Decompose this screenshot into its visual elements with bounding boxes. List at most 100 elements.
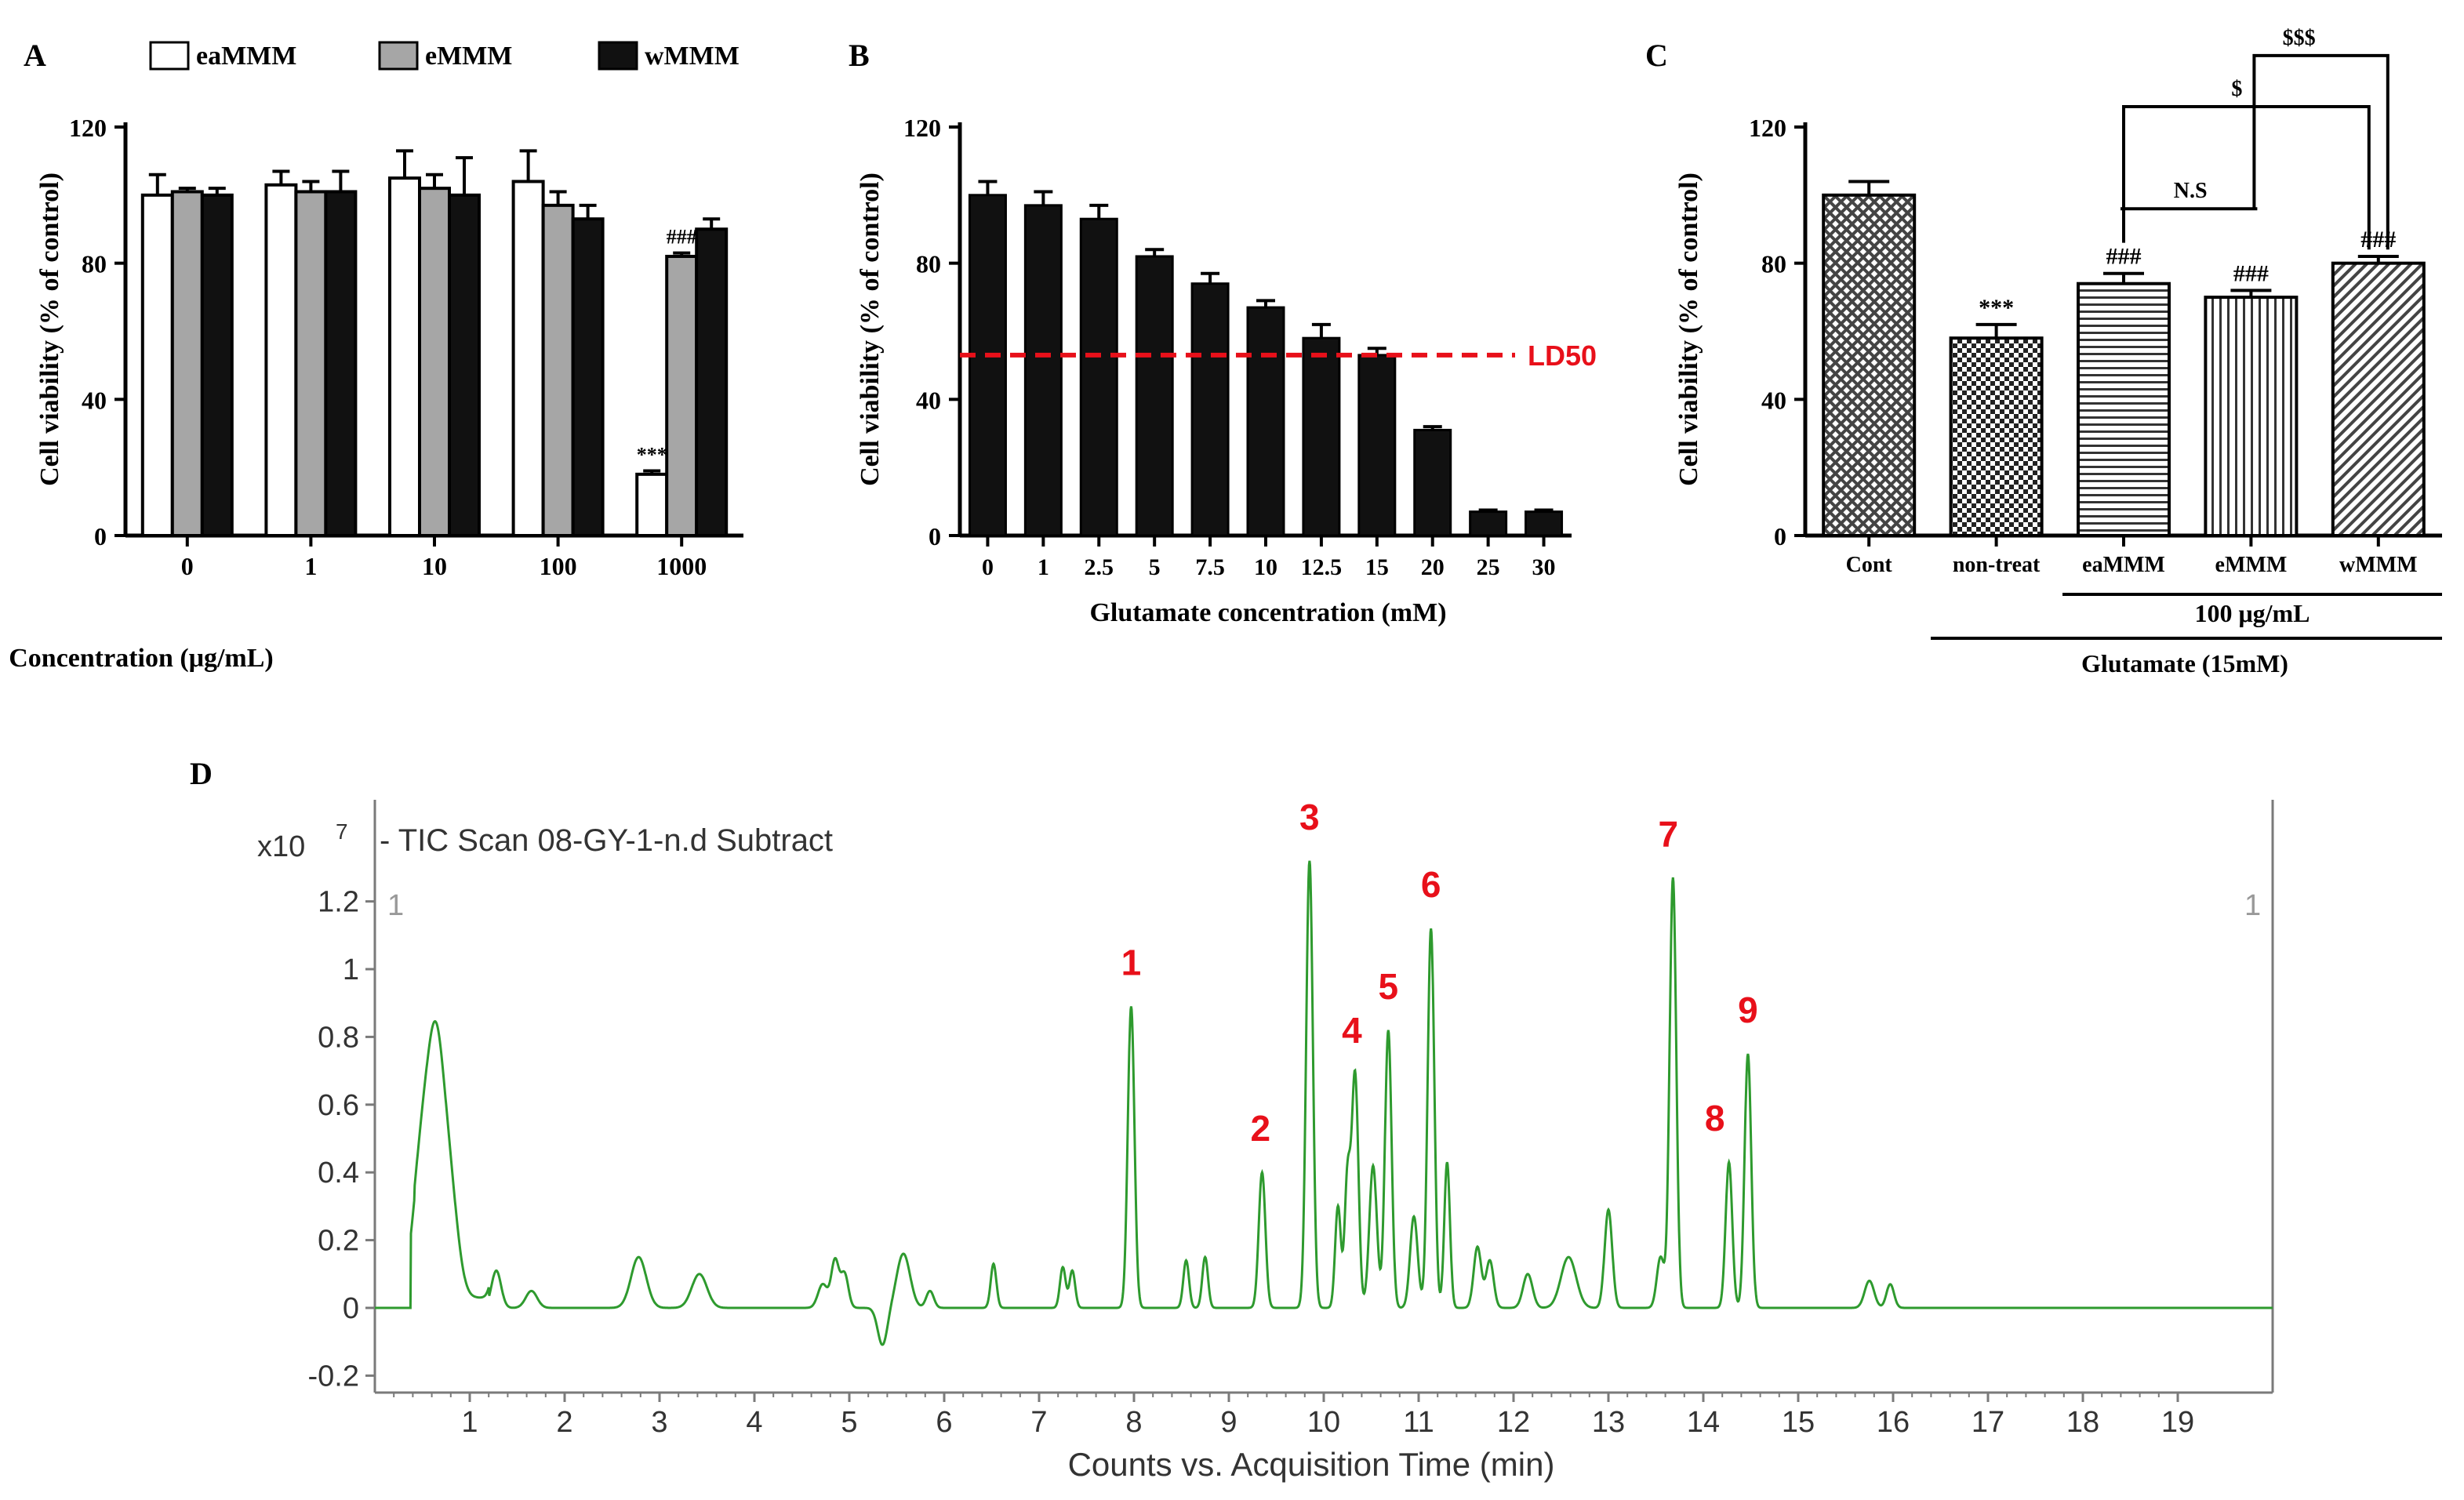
panel-c-plot: 0 40 80 120 Cont non-treat eaMMM eMMM wMMM *** ###… <box>1749 26 2442 577</box>
y-tick-label: 0 <box>94 522 107 550</box>
significance-label: *** <box>1979 295 2014 321</box>
x-tick-label: Cont <box>1846 553 1893 577</box>
x-axis-title-a: Concentration (μg/mL) <box>9 644 274 673</box>
x-tick-label: 4 <box>746 1406 762 1439</box>
y-tick-label: 80 <box>1761 250 1786 278</box>
y-tick-label: 80 <box>916 250 941 278</box>
peak-label-7: 7 <box>1658 813 1678 854</box>
tic-trace <box>375 860 2273 1346</box>
x-tick-label: 19 <box>2161 1406 2194 1439</box>
bar-emmm-10 <box>418 187 451 537</box>
y-multiplier-exp: 7 <box>336 819 348 844</box>
bar-eammm-1 <box>264 183 298 538</box>
bar-glutamate-20 <box>1413 428 1452 537</box>
y-tick-label: 0 <box>929 522 941 550</box>
x-tick-label: wMMM <box>2339 553 2418 577</box>
bar-glutamate-5 <box>1135 255 1174 537</box>
legend-label-eammm: eaMMM <box>196 42 296 71</box>
treatment-group-label: Glutamate (15mM) <box>2081 649 2288 677</box>
significance-label: ### <box>2106 244 2142 270</box>
y-tick-label: 40 <box>916 386 941 414</box>
significance-label: ### <box>667 226 697 249</box>
bar-wmmm <box>2331 261 2426 537</box>
y-axis-title-a: Cell viability (% of control) <box>35 173 64 486</box>
x-tick-label: 3 <box>651 1406 667 1439</box>
legend-swatch-wmmm <box>598 41 638 71</box>
x-tick-label: 12.5 <box>1301 554 1343 580</box>
y-tick-label: 0.2 <box>318 1225 359 1258</box>
y-axis-title-c: Cell viability (% of control) <box>1674 173 1703 486</box>
bar-cont <box>1822 193 1917 537</box>
bar-glutamate-12-5 <box>1302 336 1341 537</box>
x-tick-label: 100 <box>540 552 577 580</box>
bar-non-treat <box>1949 336 2044 537</box>
x-tick-label: 2 <box>556 1406 572 1439</box>
y-tick-label: 120 <box>69 114 107 142</box>
x-tick-label: 7.5 <box>1195 554 1225 580</box>
x-tick-label: 8 <box>1125 1406 1142 1439</box>
x-tick-label: 20 <box>1421 554 1445 580</box>
panel-label-a: A <box>24 38 46 73</box>
bar-wmmm-0 <box>200 193 234 537</box>
peak-label-2: 2 <box>1251 1108 1271 1149</box>
peak-label-8: 8 <box>1705 1098 1725 1139</box>
bar-wmmm-1 <box>324 190 358 537</box>
y-tick-label: 1.2 <box>318 886 359 919</box>
x-tick-label: 11 <box>1403 1406 1434 1439</box>
y-tick-label: 0.6 <box>318 1089 359 1122</box>
bar-glutamate-10 <box>1246 306 1285 537</box>
bar-glutamate-15 <box>1357 354 1397 537</box>
y-tick-label: 40 <box>82 386 107 414</box>
x-tick-label: 2.5 <box>1085 554 1114 580</box>
dose-group-label: 100 μg/mL <box>2194 599 2310 627</box>
comparison-label-1: $ <box>2231 77 2242 101</box>
x-tick-label: 16 <box>1877 1406 1910 1439</box>
x-tick-label: 17 <box>1972 1406 2004 1439</box>
x-tick-label: 25 <box>1477 554 1500 580</box>
bar-eammm-100 <box>511 180 545 537</box>
bar-wmmm-100 <box>571 217 605 537</box>
significance-label: ### <box>2233 260 2269 286</box>
x-tick-label: 5 <box>841 1406 857 1439</box>
comparison-bracket-1 <box>2122 104 2371 250</box>
peak-label-3: 3 <box>1299 797 1320 837</box>
bar-glutamate-7-5 <box>1190 282 1230 537</box>
x-tick-label: non-treat <box>1953 553 2041 577</box>
x-tick-label: 10 <box>422 552 447 580</box>
legend-label-emmm: eMMM <box>425 42 512 71</box>
chromatogram-title: - TIC Scan 08-GY-1-n.d Subtract <box>380 823 833 858</box>
bar-glutamate-25 <box>1469 510 1508 537</box>
x-tick-label: 10 <box>1254 554 1277 580</box>
x-tick-label: 9 <box>1220 1406 1237 1439</box>
corner-label-right: 1 <box>2244 889 2261 922</box>
y-tick-label: 80 <box>82 250 107 278</box>
x-tick-label: eaMMM <box>2082 553 2165 577</box>
peak-label-4: 4 <box>1342 1010 1362 1051</box>
significance-label: ### <box>2360 227 2396 252</box>
y-tick-label: 0.4 <box>318 1157 359 1189</box>
panel-d-plot: -0.200.20.40.60.811.21 2 3 4 5 6 7 8 9 10 11 12 13 14… <box>308 797 2274 1439</box>
y-tick-label: 40 <box>1761 386 1786 414</box>
x-tick-label: 10 <box>1307 1406 1340 1439</box>
x-tick-label: 18 <box>2066 1406 2099 1439</box>
y-tick-label: 0.8 <box>318 1021 359 1054</box>
bar-eammm-10 <box>388 176 421 537</box>
legend-swatch-eammm <box>149 41 190 71</box>
bar-glutamate-30 <box>1525 510 1564 537</box>
panel-label-b: B <box>849 38 870 73</box>
legend-label-wmmm: wMMM <box>645 42 740 71</box>
panel-label-c: C <box>1645 38 1668 73</box>
bar-eammm-0 <box>140 193 174 537</box>
x-tick-label: 15 <box>1365 554 1389 580</box>
legend-swatch-emmm <box>378 41 419 71</box>
x-tick-label: 6 <box>936 1406 952 1439</box>
legend-a: eaMMM eMMM wMMM <box>149 41 740 71</box>
peak-label-1: 1 <box>1121 942 1142 983</box>
y-tick-label: 0 <box>343 1292 359 1325</box>
x-tick-label: 0 <box>982 554 994 580</box>
bar-eammm-1000 <box>635 472 669 537</box>
y-multiplier-base: x10 <box>257 830 305 863</box>
bar-emmm-0 <box>170 190 204 537</box>
x-tick-label: 1 <box>304 552 317 580</box>
